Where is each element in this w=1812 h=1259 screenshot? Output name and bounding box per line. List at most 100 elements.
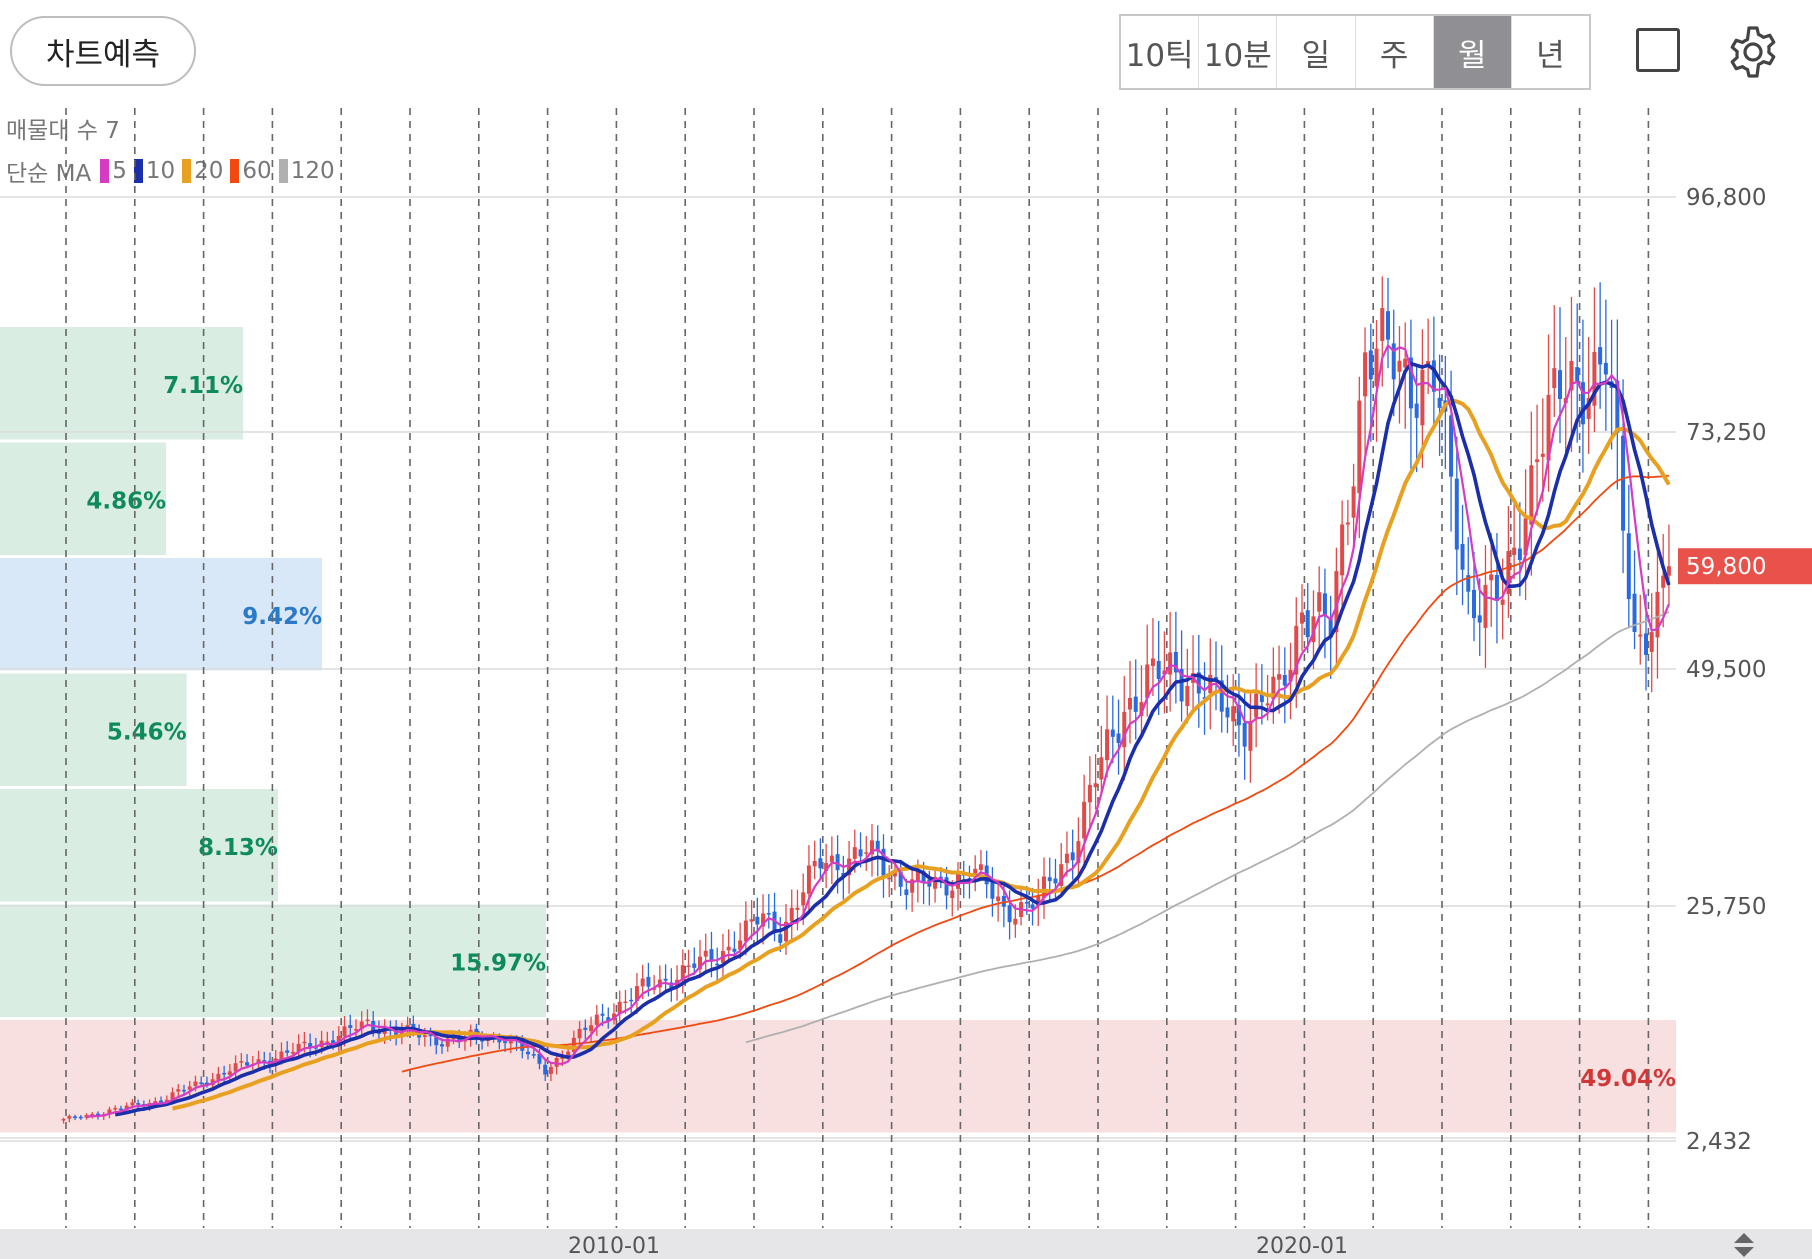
candle-body <box>829 855 834 863</box>
ma10-swatch <box>133 159 143 183</box>
candle-body <box>1477 615 1482 623</box>
candle-body <box>182 1089 186 1092</box>
candle-body <box>1105 729 1110 761</box>
candle-body <box>67 1115 72 1119</box>
candle-body <box>1001 895 1006 907</box>
candle-body <box>847 858 852 876</box>
volume-profile-label: 49.04% <box>1580 1066 1676 1092</box>
candle-body <box>90 1114 95 1116</box>
candle-body <box>950 890 955 899</box>
candle-body <box>640 978 645 987</box>
candle-body <box>1592 351 1597 406</box>
candle-body <box>778 934 783 943</box>
candle-body <box>915 869 920 881</box>
candle-body <box>1420 369 1425 426</box>
candle-body <box>755 916 760 925</box>
candle-body <box>193 1081 198 1087</box>
candle-body <box>594 1014 599 1025</box>
candle-body <box>1351 486 1356 518</box>
candle-body <box>1007 905 1012 923</box>
chart-predict-button[interactable]: 차트예측 <box>10 16 196 86</box>
volume-profile-bar <box>0 442 167 555</box>
candle-body <box>1110 729 1115 737</box>
candle-body <box>239 1061 244 1063</box>
candle-body <box>835 854 840 871</box>
candle-body <box>1632 593 1637 632</box>
price-chart[interactable]: 7.11%4.86%9.42%5.46%8.13%15.97%49.04% 96… <box>0 105 1812 1229</box>
volume-profile-label: 8.13% <box>198 835 278 861</box>
candle-body <box>944 877 949 896</box>
candle-body <box>1236 705 1241 726</box>
candle-body <box>1397 360 1402 372</box>
candle-body <box>1449 415 1454 477</box>
candle-body <box>732 948 737 952</box>
candle-body <box>1580 382 1585 425</box>
candle-body <box>973 868 978 877</box>
price-axis-label: 2,432 <box>1686 1129 1752 1155</box>
candle-body <box>1569 360 1574 391</box>
candle-body <box>1139 702 1144 716</box>
candle-body <box>1437 397 1442 408</box>
candle-body <box>864 852 869 854</box>
time-axis-bar[interactable] <box>0 1229 1812 1259</box>
candle-body <box>1512 547 1517 556</box>
candle-body <box>1626 533 1631 600</box>
candle-body <box>1540 453 1545 457</box>
candle-body <box>336 1035 341 1045</box>
ma-legend: 단순 MA 5 10 20 60 120 <box>6 154 335 188</box>
period-day-button[interactable]: 일 <box>1277 16 1356 88</box>
candle-body <box>1133 696 1138 712</box>
candle-body <box>1603 362 1608 375</box>
candle-body <box>434 1037 439 1046</box>
candle-body <box>1282 675 1287 686</box>
ma5-line <box>86 344 1670 1119</box>
candle-body <box>663 978 668 981</box>
candle-body <box>256 1059 261 1064</box>
candle-body <box>302 1041 307 1044</box>
scroll-handle-icon[interactable] <box>1732 1231 1756 1259</box>
candle-body <box>1391 343 1396 380</box>
candle-body <box>743 920 748 942</box>
gear-icon[interactable] <box>1725 24 1781 80</box>
candle-body <box>342 1026 347 1037</box>
candle-body <box>789 907 794 922</box>
period-10tick-button[interactable]: 10틱 <box>1121 16 1200 88</box>
candle-body <box>279 1051 284 1060</box>
candle-body <box>1644 633 1648 655</box>
candle-body <box>313 1047 318 1049</box>
square-icon[interactable] <box>1636 28 1680 72</box>
candle-body <box>1386 311 1390 340</box>
candle-body <box>692 963 697 968</box>
candle-body <box>749 919 754 922</box>
ma5-label: 5 <box>112 158 127 184</box>
candle-body <box>1517 548 1522 561</box>
volume-profile-label: 9.42% <box>242 604 322 630</box>
candle-body <box>1076 841 1081 864</box>
candle-body <box>1546 394 1551 461</box>
candle-body <box>526 1051 530 1055</box>
candle-body <box>933 876 938 889</box>
period-10min-button[interactable]: 10분 <box>1199 16 1278 88</box>
candle-body <box>824 863 829 871</box>
candle-body <box>1431 360 1436 392</box>
candle-body <box>170 1092 175 1100</box>
x-axis-label: 2010-01 <box>568 1234 660 1259</box>
candle-body <box>1466 575 1471 592</box>
candle-body <box>1483 584 1488 628</box>
ma5-swatch <box>100 159 110 183</box>
period-year-button[interactable]: 년 <box>1536 37 1565 74</box>
volume-profile-label: 15.97% <box>450 950 546 976</box>
candle-body <box>474 1028 479 1035</box>
candle-body <box>761 913 766 927</box>
candle-body <box>325 1041 330 1043</box>
candle-body <box>1122 711 1127 748</box>
candle-body <box>554 1057 559 1067</box>
candle-body <box>1064 853 1069 864</box>
period-week-button[interactable]: 주 <box>1356 16 1434 88</box>
ma20-label: 20 <box>194 158 224 184</box>
period-month-button[interactable]: 월 <box>1433 16 1512 88</box>
candle-body <box>784 921 788 942</box>
candle-body <box>1621 435 1626 531</box>
candle-body <box>1013 918 1018 925</box>
candle-body <box>1414 403 1419 418</box>
